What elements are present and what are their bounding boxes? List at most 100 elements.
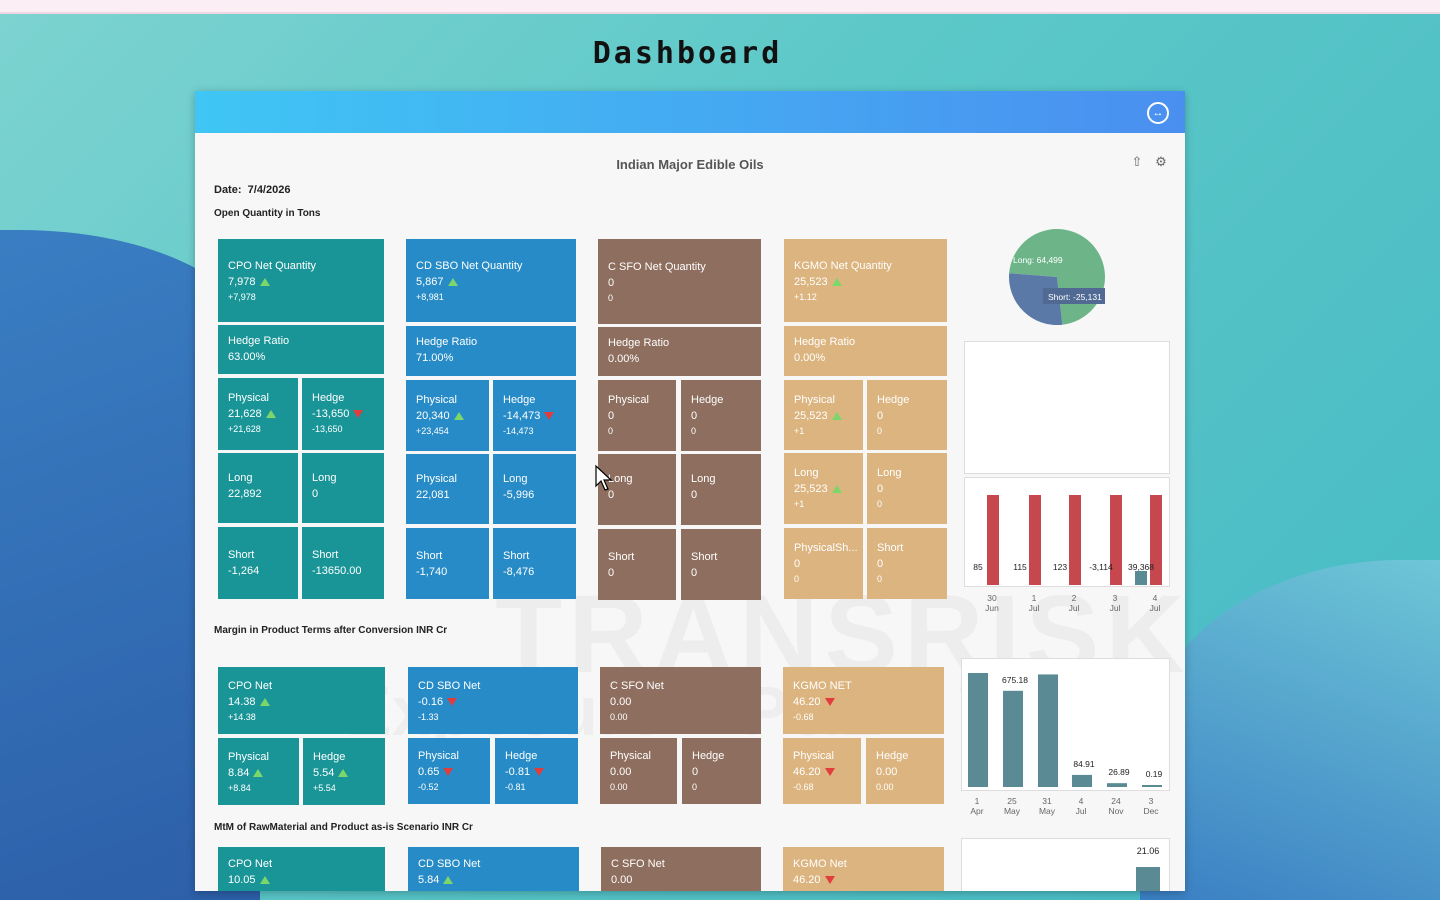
- section-margin: Margin in Product Terms after Conversion…: [214, 625, 448, 636]
- x-tick-label: 25: [1007, 796, 1017, 806]
- margin-cpo-hedge-tile[interactable]: Hedge 5.54 +5.54: [303, 738, 385, 805]
- tile-label: Short: [416, 550, 443, 562]
- x-tick-label: Jul: [1110, 603, 1121, 613]
- x-tick-label: 30: [987, 593, 997, 603]
- tile-label: CPO Net: [228, 680, 273, 692]
- margin-kgmo-hedge-tile[interactable]: Hedge 0.00 0.00: [866, 738, 944, 804]
- tile-label: Hedge: [313, 751, 346, 763]
- csfo-hedge-ratio-tile[interactable]: Hedge Ratio 0.00%: [598, 327, 761, 376]
- tile-label: Hedge: [877, 394, 910, 406]
- bar: [1110, 495, 1122, 585]
- mtm-csfo-net-tile[interactable]: C SFO Net 0.00: [601, 847, 761, 891]
- long-short-pie-chart: Long: 64,499 Short: -25,131: [1009, 229, 1105, 325]
- kgmo-net-quantity-tile[interactable]: KGMO Net Quantity 25,523 +1.12: [784, 239, 947, 322]
- tile-change: 0.00: [610, 782, 628, 792]
- csfo-net-quantity-tile[interactable]: C SFO Net Quantity 0 0: [598, 239, 761, 324]
- kgmo-hedge-ratio-tile[interactable]: Hedge Ratio 0.00%: [784, 326, 947, 376]
- tile-change: 0: [794, 574, 800, 584]
- tile-label: CD SBO Net: [418, 858, 481, 870]
- tile-label: KGMO Net Quantity: [794, 260, 892, 272]
- tile-label: CPO Net Quantity: [228, 260, 317, 272]
- x-tick-label: 31: [1042, 796, 1052, 806]
- trend-up-icon: [443, 876, 454, 885]
- dashboard-panel: ↔ TRANSRISK Exposure – P&L – VaR Indian …: [195, 91, 1185, 891]
- cpo-hedge-short-tile[interactable]: Short -13650.00: [302, 527, 384, 599]
- tile-value: 25,523: [794, 483, 828, 495]
- csfo-short-tile[interactable]: Short 0: [598, 529, 676, 600]
- margin-cdsbo-net-tile[interactable]: CD SBO Net -0.16 -1.33: [408, 667, 578, 734]
- cpo-long-tile[interactable]: Long 22,892: [218, 453, 298, 523]
- cpo-short-tile[interactable]: Short -1,264: [218, 527, 298, 599]
- tile-value: 0: [608, 489, 615, 501]
- mtm-kgmo-net-tile[interactable]: KGMO Net 46.20: [783, 847, 944, 891]
- margin-csfo-hedge-tile[interactable]: Hedge 0 0: [682, 738, 761, 804]
- pie-label: Long: 64,499: [1013, 255, 1063, 265]
- tile-label: Hedge: [876, 750, 909, 762]
- tile-change: 0: [692, 782, 698, 792]
- x-tick-label: 1: [1032, 593, 1037, 603]
- kgmo-physical-tile[interactable]: Physical 25,523 +1: [784, 380, 863, 450]
- collapse-icon[interactable]: ↔: [1147, 102, 1169, 124]
- x-tick-label: 2: [1072, 593, 1077, 603]
- x-tick-label: 24: [1111, 796, 1121, 806]
- tile-change: -14,473: [503, 426, 534, 436]
- cdsbo-short-tile[interactable]: Short -1,740: [406, 528, 489, 599]
- cdsbo-hedge-tile[interactable]: Hedge -14,473 -14,473: [493, 380, 576, 451]
- kgmo-hedge-long-tile[interactable]: Long 0 0: [867, 453, 947, 524]
- margin-cdsbo-hedge-tile[interactable]: Hedge -0.81 -0.81: [495, 738, 578, 804]
- cdsbo-long-tile[interactable]: Long -5,996: [493, 454, 576, 524]
- tile-change: 0.00: [876, 782, 894, 792]
- share-icon[interactable]: ⇧: [1131, 154, 1143, 169]
- trend-up-icon: [253, 769, 264, 778]
- csfo-hedge-tile[interactable]: Hedge 0 0: [681, 380, 761, 451]
- tile-label: Short: [228, 549, 255, 561]
- csfo-physical-tile[interactable]: Physical 0 0: [598, 380, 676, 451]
- bar: [1069, 495, 1081, 585]
- margin-kgmo-net-tile[interactable]: KGMO NET 46.20 -0.68: [783, 667, 944, 734]
- cdsbo-hedge-ratio-tile[interactable]: Hedge Ratio 71.00%: [406, 326, 576, 376]
- pie-label: Short: -25,131: [1048, 292, 1102, 302]
- mtm-cpo-net-tile[interactable]: CPO Net 10.05: [218, 847, 385, 891]
- tile-value: -13650.00: [312, 565, 362, 577]
- bar-value-label: 26.89: [1108, 767, 1130, 777]
- x-tick-label: Dec: [1143, 806, 1159, 816]
- bar-value-label: 21.06: [1137, 846, 1160, 856]
- cpo-hedge-long-tile[interactable]: Long 0: [302, 453, 384, 523]
- kgmo-hedge-tile[interactable]: Hedge 0 0: [867, 380, 947, 450]
- trend-up-icon: [265, 410, 276, 419]
- cdsbo-hedge-short-tile[interactable]: Short -8,476: [493, 528, 576, 599]
- cpo-hedge-ratio-tile[interactable]: Hedge Ratio 63.00%: [218, 325, 384, 374]
- margin-kgmo-physical-tile[interactable]: Physical 46.20 -0.68: [783, 738, 861, 804]
- csfo-hedge-long-tile[interactable]: Long 0: [681, 454, 761, 525]
- kgmo-physical-short-tile[interactable]: PhysicalSh... 0 0: [784, 528, 863, 599]
- margin-csfo-physical-tile[interactable]: Physical 0.00 0.00: [600, 738, 677, 804]
- cpo-physical-tile[interactable]: Physical 21,628 +21,628: [218, 378, 298, 450]
- tile-change: +21,628: [228, 424, 261, 434]
- tile-value: 0: [608, 277, 615, 289]
- cpo-net-quantity-tile[interactable]: CPO Net Quantity 7,978 +7,978: [218, 239, 384, 322]
- margin-csfo-net-tile[interactable]: C SFO Net 0.00 0.00: [600, 667, 761, 734]
- tile-label: PhysicalSh...: [794, 542, 858, 554]
- background-wave-right: [1140, 560, 1440, 900]
- tile-value: -1,264: [228, 565, 260, 577]
- bar-value-label: 115: [1013, 562, 1027, 572]
- cdsbo-physical-tile[interactable]: Physical 20,340 +23,454: [406, 380, 489, 451]
- trend-down-icon: [544, 412, 555, 421]
- cdsbo-net-quantity-tile[interactable]: CD SBO Net Quantity 5,867 +8,981: [406, 239, 576, 322]
- cpo-hedge-tile[interactable]: Hedge -13,650 -13,650: [302, 378, 384, 450]
- tile-value: 14.38: [228, 696, 256, 708]
- csfo-hedge-short-tile[interactable]: Short 0: [681, 529, 761, 600]
- filter-settings-icon[interactable]: ⚙: [1155, 154, 1167, 169]
- kgmo-long-tile[interactable]: Long 25,523 +1: [784, 453, 863, 524]
- bar-value-label: 39,368: [1128, 562, 1154, 572]
- tile-value: -5,996: [503, 489, 535, 501]
- tile-change: -0.68: [793, 712, 814, 722]
- tile-value: 0: [608, 410, 615, 422]
- margin-cdsbo-physical-tile[interactable]: Physical 0.65 -0.52: [408, 738, 490, 804]
- cdsbo-physical-2-tile[interactable]: Physical 22,081: [406, 454, 489, 524]
- mtm-cdsbo-net-tile[interactable]: CD SBO Net 5.84: [408, 847, 579, 891]
- margin-cpo-physical-tile[interactable]: Physical 8.84 +8.84: [218, 738, 299, 805]
- margin-cpo-net-tile[interactable]: CPO Net 14.38 +14.38: [218, 667, 385, 734]
- kgmo-hedge-short-tile[interactable]: Short 0 0: [867, 528, 947, 599]
- csfo-long-tile[interactable]: Long 0: [598, 454, 676, 525]
